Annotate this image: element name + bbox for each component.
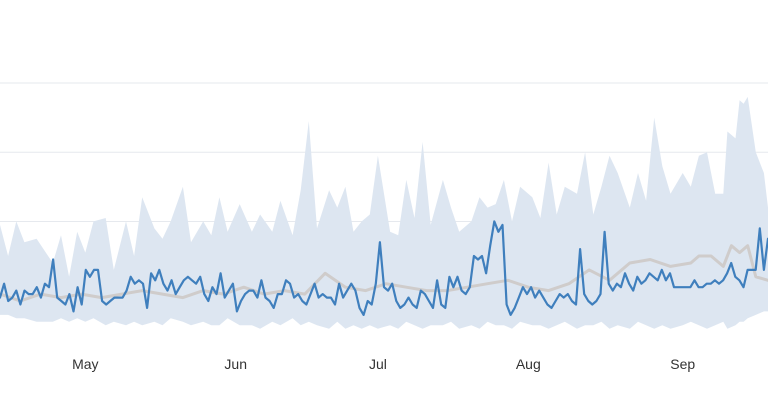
main-series-line (0, 220, 768, 316)
range-band (0, 96, 768, 329)
x-axis-ticks: May Jun Jul Aug Sep (72, 356, 695, 372)
x-tick-label-1: Jun (224, 356, 247, 372)
baseline-series-line (0, 244, 768, 303)
x-tick-label-3: Aug (516, 356, 541, 372)
x-tick-label-4: Sep (670, 356, 695, 372)
x-tick-label-2: Jul (369, 356, 387, 372)
x-tick-label-0: May (72, 356, 98, 372)
